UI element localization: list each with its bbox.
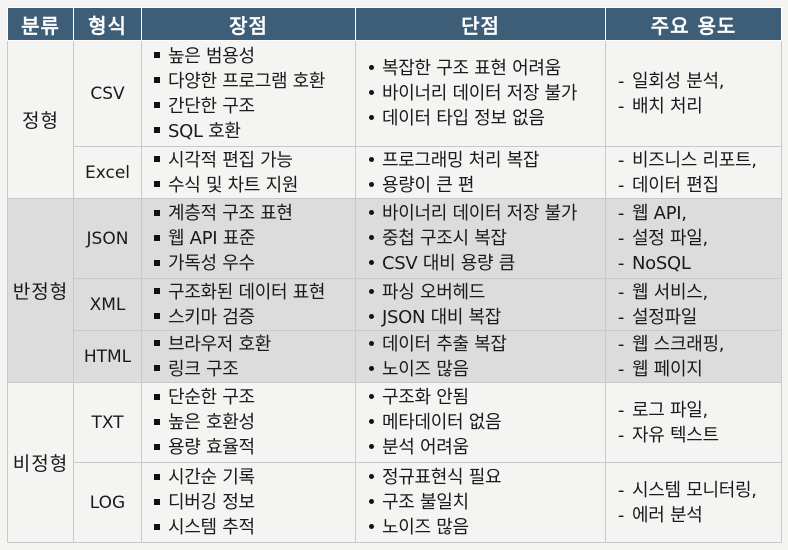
list-item: 노이즈 많음 xyxy=(364,515,605,540)
table-row-log: LOG 시간순 기록 디버깅 정보 시스템 추적 정규표현식 필요 구조 불일치… xyxy=(8,462,782,543)
list-item: 데이터 타입 정보 없음 xyxy=(364,106,605,131)
list-item: 데이터 추출 복잡 xyxy=(364,332,605,357)
table-row-json: 반정형 JSON 계층적 구조 표현 웹 API 표준 가독성 우수 바이너리 … xyxy=(7,198,782,383)
format-txt: TXT xyxy=(73,382,142,463)
list-item: 바이너리 데이터 저장 불가 xyxy=(364,201,605,226)
list-item: CSV 대비 용량 큼 xyxy=(364,251,605,276)
list-item: 간단한 구조 xyxy=(150,94,355,119)
uses-txt: 로그 파일, 자유 텍스트 xyxy=(605,382,782,463)
table-row-xml: XML 구조화된 데이터 표현 스키마 검증 파싱 오버헤드 JSON 대비 복… xyxy=(8,278,782,331)
list-item: 구조화 안됨 xyxy=(364,385,605,410)
format-excel: Excel xyxy=(73,146,142,199)
format-xml: XML xyxy=(73,278,142,331)
table-row-html: HTML 브라우저 호환 링크 구조 데이터 추출 복잡 노이즈 많음 웹 스크… xyxy=(8,330,782,383)
list-item: 스키마 검증 xyxy=(150,305,355,330)
uses-html: 웹 스크래핑, 웹 페이지 xyxy=(605,330,782,383)
category-semi-structured: 반정형 xyxy=(7,198,74,383)
pros-csv: 높은 범용성 다양한 프로그램 호환 간단한 구조 SQL 호환 xyxy=(141,40,356,147)
list-item: 웹 페이지 xyxy=(614,357,781,382)
list-item: 파싱 오버헤드 xyxy=(364,280,605,305)
format-log: LOG xyxy=(73,462,142,543)
list-item: 가독성 우수 xyxy=(150,251,355,276)
pros-html: 브라우저 호환 링크 구조 xyxy=(141,330,356,383)
list-item: 설정 파일, xyxy=(614,226,781,251)
list-item: 시스템 모니터링, xyxy=(614,478,781,503)
list-item: JSON 대비 복잡 xyxy=(364,305,605,330)
cons-log: 정규표현식 필요 구조 불일치 노이즈 많음 xyxy=(355,462,606,543)
data-format-comparison-table: 분류 형식 장점 단점 주요 용도 정형 CSV 높은 범용성 다양한 프로그램… xyxy=(7,7,782,543)
list-item: 데이터 편집 xyxy=(614,173,781,198)
format-json: JSON xyxy=(73,198,142,279)
list-item: 높은 호환성 xyxy=(150,410,355,435)
list-item: 배치 처리 xyxy=(614,94,781,119)
list-item: 복잡한 구조 표현 어려움 xyxy=(364,56,605,81)
header-uses: 주요 용도 xyxy=(605,7,782,41)
header-row: 분류 형식 장점 단점 주요 용도 xyxy=(7,7,782,41)
table-row-txt: 비정형 TXT 단순한 구조 높은 호환성 용량 효율적 구조화 안됨 메타데이… xyxy=(7,382,782,543)
uses-log: 시스템 모니터링, 에러 분석 xyxy=(605,462,782,543)
list-item: 브라우저 호환 xyxy=(150,332,355,357)
pros-excel: 시각적 편집 가능 수식 및 차트 지원 xyxy=(141,146,356,199)
list-item: SQL 호환 xyxy=(150,119,355,144)
pros-json: 계층적 구조 표현 웹 API 표준 가독성 우수 xyxy=(141,198,356,279)
list-item: 분석 어려움 xyxy=(364,435,605,460)
list-item: 용량 효율적 xyxy=(150,435,355,460)
list-item: 웹 API 표준 xyxy=(150,226,355,251)
list-item: 단순한 구조 xyxy=(150,385,355,410)
cons-xml: 파싱 오버헤드 JSON 대비 복잡 xyxy=(355,278,606,331)
list-item: 메타데이터 없음 xyxy=(364,410,605,435)
category-unstructured: 비정형 xyxy=(7,382,74,543)
list-item: 링크 구조 xyxy=(150,357,355,382)
uses-xml: 웹 서비스, 설정파일 xyxy=(605,278,782,331)
pros-log: 시간순 기록 디버깅 정보 시스템 추적 xyxy=(141,462,356,543)
cons-excel: 프로그래밍 처리 복잡 용량이 큰 편 xyxy=(355,146,606,199)
category-structured: 정형 xyxy=(7,40,74,199)
list-item: 일회성 분석, xyxy=(614,69,781,94)
list-item: 정규표현식 필요 xyxy=(364,465,605,490)
header-cons: 단점 xyxy=(355,7,606,41)
list-item: 에러 분석 xyxy=(614,503,781,528)
format-csv: CSV xyxy=(73,40,142,147)
list-item: 구조 불일치 xyxy=(364,490,605,515)
list-item: 로그 파일, xyxy=(614,398,781,423)
list-item: 웹 서비스, xyxy=(614,280,781,305)
cons-csv: 복잡한 구조 표현 어려움 바이너리 데이터 저장 불가 데이터 타입 정보 없… xyxy=(355,40,606,147)
cons-txt: 구조화 안됨 메타데이터 없음 분석 어려움 xyxy=(355,382,606,463)
uses-csv: 일회성 분석, 배치 처리 xyxy=(605,40,782,147)
format-html: HTML xyxy=(73,330,142,383)
list-item: 바이너리 데이터 저장 불가 xyxy=(364,81,605,106)
table-row-excel: Excel 시각적 편집 가능 수식 및 차트 지원 프로그래밍 처리 복잡 용… xyxy=(8,146,782,199)
cons-json: 바이너리 데이터 저장 불가 중첩 구조시 복잡 CSV 대비 용량 큼 xyxy=(355,198,606,279)
cons-html: 데이터 추출 복잡 노이즈 많음 xyxy=(355,330,606,383)
list-item: 다양한 프로그램 호환 xyxy=(150,69,355,94)
list-item: 웹 API, xyxy=(614,201,781,226)
list-item: 디버깅 정보 xyxy=(150,490,355,515)
list-item: 시각적 편집 가능 xyxy=(150,148,355,173)
pros-txt: 단순한 구조 높은 호환성 용량 효율적 xyxy=(141,382,356,463)
list-item: 수식 및 차트 지원 xyxy=(150,173,355,198)
list-item: 높은 범용성 xyxy=(150,44,355,69)
header-format: 형식 xyxy=(73,7,142,41)
list-item: NoSQL xyxy=(614,251,781,276)
list-item: 시간순 기록 xyxy=(150,465,355,490)
list-item: 용량이 큰 편 xyxy=(364,173,605,198)
list-item: 비즈니스 리포트, xyxy=(614,148,781,173)
pros-xml: 구조화된 데이터 표현 스키마 검증 xyxy=(141,278,356,331)
list-item: 자유 텍스트 xyxy=(614,423,781,448)
list-item: 계층적 구조 표현 xyxy=(150,201,355,226)
list-item: 노이즈 많음 xyxy=(364,357,605,382)
list-item: 시스템 추적 xyxy=(150,515,355,540)
list-item: 중첩 구조시 복잡 xyxy=(364,226,605,251)
uses-json: 웹 API, 설정 파일, NoSQL xyxy=(605,198,782,279)
table-row-csv: 정형 CSV 높은 범용성 다양한 프로그램 호환 간단한 구조 SQL 호환 … xyxy=(7,40,782,199)
list-item: 프로그래밍 처리 복잡 xyxy=(364,148,605,173)
header-pros: 장점 xyxy=(141,7,356,41)
list-item: 설정파일 xyxy=(614,305,781,330)
list-item: 구조화된 데이터 표현 xyxy=(150,280,355,305)
header-category: 분류 xyxy=(7,7,74,41)
list-item: 웹 스크래핑, xyxy=(614,332,781,357)
uses-excel: 비즈니스 리포트, 데이터 편집 xyxy=(605,146,782,199)
